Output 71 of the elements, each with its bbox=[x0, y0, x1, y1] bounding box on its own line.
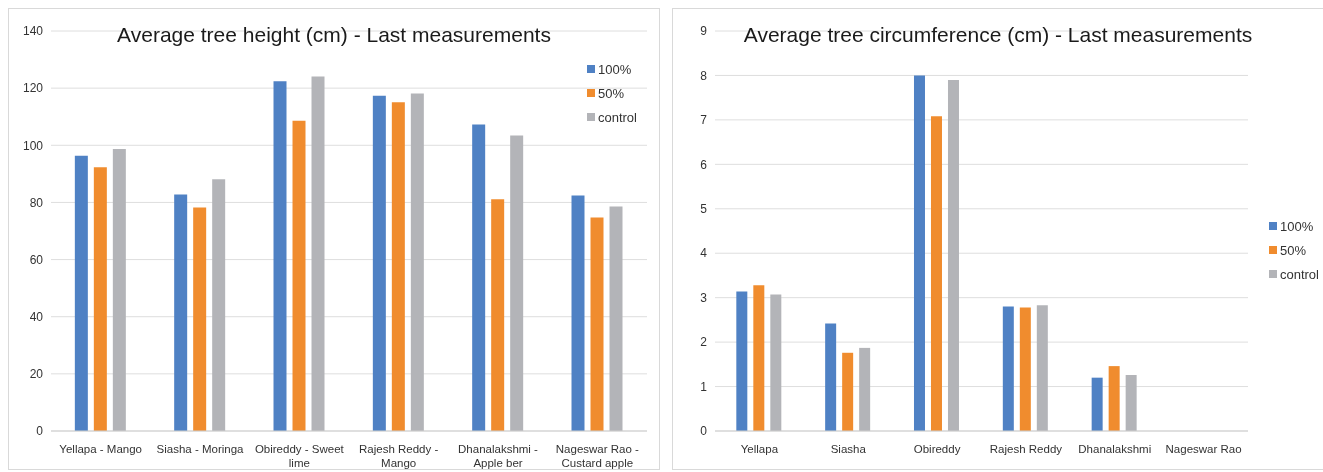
bar bbox=[609, 206, 623, 431]
bar bbox=[947, 79, 959, 431]
y-tick-label: 60 bbox=[29, 252, 44, 267]
y-tick-label: 0 bbox=[700, 424, 708, 439]
legend-label: 100% bbox=[1279, 218, 1314, 234]
y-tick-label: 40 bbox=[29, 309, 44, 324]
bar bbox=[491, 199, 505, 431]
legend-label: 50% bbox=[597, 85, 624, 101]
bar bbox=[391, 102, 405, 431]
x-tick-label: Obireddy - Sweet lime bbox=[254, 443, 345, 469]
bar bbox=[410, 93, 424, 431]
y-tick-label: 4 bbox=[700, 246, 708, 261]
y-tick-label: 5 bbox=[700, 202, 708, 217]
bar bbox=[1091, 377, 1103, 431]
y-tick-label: 1 bbox=[700, 379, 708, 394]
chart-title: Average tree height (cm) - Last measurements bbox=[117, 23, 551, 46]
bar bbox=[859, 347, 871, 431]
bar bbox=[1019, 307, 1031, 431]
y-tick-label: 20 bbox=[29, 367, 44, 382]
bar bbox=[372, 95, 386, 431]
bar bbox=[472, 124, 486, 431]
bar bbox=[930, 116, 942, 431]
x-tick-label: Yellapa - Mango bbox=[59, 443, 143, 455]
bar bbox=[1125, 375, 1137, 431]
chart-title: Average tree circumference (cm) - Last measurements bbox=[743, 23, 1253, 46]
bar bbox=[1108, 366, 1120, 431]
y-tick-label: 3 bbox=[700, 290, 708, 305]
bar bbox=[93, 167, 107, 431]
bar bbox=[825, 323, 837, 431]
x-tick-label: Siasha - Moringa bbox=[156, 443, 245, 455]
legend-label: control bbox=[1279, 266, 1319, 282]
bar bbox=[753, 285, 765, 431]
bar bbox=[770, 294, 782, 431]
x-tick-label: Yellapa bbox=[740, 443, 779, 455]
bar bbox=[1036, 305, 1048, 431]
x-tick-label: Nageswar Rao - Custard apple bbox=[555, 443, 640, 469]
bar bbox=[913, 75, 925, 431]
bar bbox=[193, 207, 207, 431]
y-tick-label: 0 bbox=[36, 424, 44, 439]
bar bbox=[212, 179, 226, 431]
bar bbox=[311, 76, 325, 431]
x-tick-label: Dhanalakshmi - Apple ber bbox=[458, 443, 539, 469]
bar bbox=[736, 291, 748, 431]
x-tick-label: Dhanalakshmi bbox=[1078, 443, 1152, 455]
bar bbox=[112, 149, 126, 431]
x-tick-label: Siasha bbox=[830, 443, 867, 455]
y-tick-label: 7 bbox=[700, 113, 708, 128]
x-tick-label: Nageswar Rao bbox=[1165, 443, 1242, 455]
y-tick-label: 100 bbox=[22, 138, 44, 153]
y-tick-label: 8 bbox=[700, 68, 708, 83]
bar bbox=[273, 81, 287, 431]
legend-label: 100% bbox=[597, 61, 632, 77]
y-tick-label: 120 bbox=[22, 81, 44, 96]
y-tick-label: 9 bbox=[700, 24, 708, 39]
x-tick-label: Rajesh Reddy bbox=[989, 443, 1063, 455]
bar bbox=[74, 155, 88, 431]
legend-label: control bbox=[597, 109, 637, 125]
legend-label: 50% bbox=[1279, 242, 1306, 258]
bar bbox=[292, 120, 306, 431]
bar bbox=[590, 217, 604, 431]
bar bbox=[174, 194, 188, 431]
bar bbox=[571, 195, 585, 431]
bar bbox=[842, 352, 854, 431]
y-tick-label: 140 bbox=[22, 24, 44, 39]
y-tick-label: 2 bbox=[700, 335, 708, 350]
bar bbox=[510, 135, 524, 431]
bar bbox=[1002, 306, 1014, 431]
y-tick-label: 80 bbox=[29, 195, 44, 210]
y-tick-label: 6 bbox=[700, 157, 708, 172]
x-tick-label: Obireddy bbox=[913, 443, 961, 455]
x-tick-label: Rajesh Reddy - Mango bbox=[359, 443, 439, 469]
